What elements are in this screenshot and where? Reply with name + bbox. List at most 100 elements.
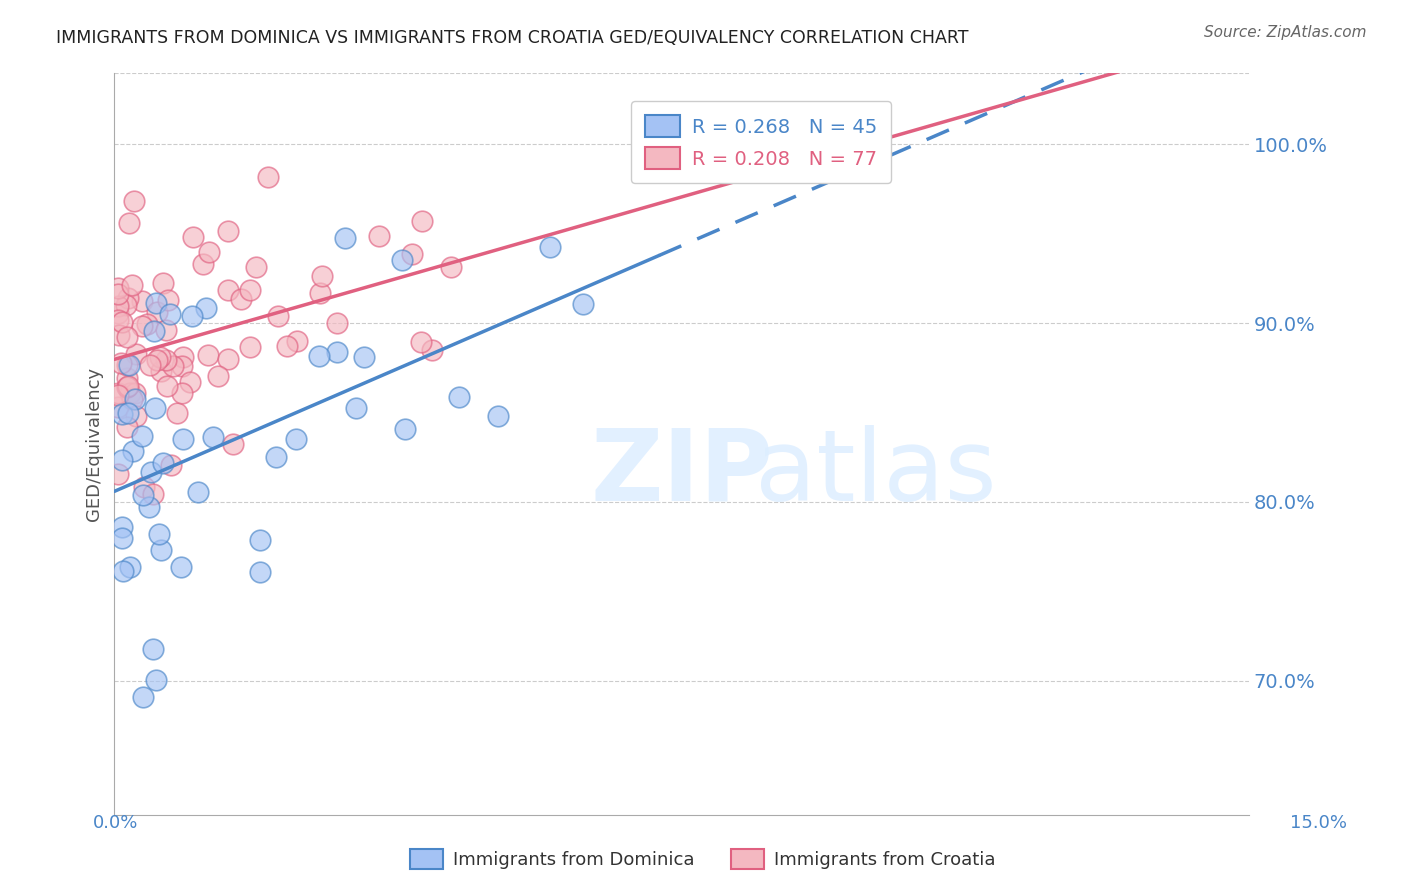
Point	[172, 432, 194, 446]
Point	[162, 359, 184, 373]
Point	[107, 281, 129, 295]
Point	[197, 348, 219, 362]
Point	[344, 401, 367, 416]
Point	[117, 406, 139, 420]
Point	[107, 299, 129, 313]
Point	[142, 324, 165, 338]
Point	[159, 307, 181, 321]
Point	[111, 531, 134, 545]
Text: atlas: atlas	[755, 425, 997, 522]
Point	[149, 364, 172, 378]
Point	[440, 260, 463, 275]
Point	[256, 169, 278, 184]
Point	[135, 317, 157, 331]
Point	[409, 334, 432, 349]
Point	[156, 379, 179, 393]
Point	[367, 229, 389, 244]
Point	[859, 125, 882, 139]
Point	[572, 297, 595, 311]
Point	[117, 379, 139, 393]
Point	[131, 429, 153, 443]
Point	[420, 343, 443, 357]
Point	[172, 359, 194, 373]
Point	[172, 350, 194, 364]
Point	[115, 419, 138, 434]
Point	[121, 392, 143, 406]
Legend: R = 0.268   N = 45, R = 0.208   N = 77: R = 0.268 N = 45, R = 0.208 N = 77	[631, 101, 890, 183]
Point	[122, 194, 145, 209]
Point	[107, 400, 129, 414]
Point	[160, 458, 183, 473]
Point	[217, 224, 239, 238]
Point	[107, 385, 129, 400]
Point	[181, 309, 204, 323]
Point	[122, 443, 145, 458]
Point	[118, 359, 141, 373]
Point	[132, 480, 155, 494]
Point	[111, 453, 134, 467]
Point	[124, 392, 146, 407]
Point	[115, 380, 138, 394]
Point	[207, 368, 229, 383]
Point	[217, 351, 239, 366]
Point	[170, 386, 193, 401]
Point	[121, 277, 143, 292]
Point	[311, 268, 333, 283]
Point	[111, 520, 134, 534]
Point	[249, 565, 271, 579]
Point	[309, 285, 332, 300]
Text: 0.0%: 0.0%	[93, 814, 138, 831]
Point	[245, 260, 267, 275]
Point	[120, 385, 142, 400]
Point	[107, 467, 129, 482]
Point	[146, 304, 169, 318]
Point	[326, 345, 349, 359]
Point	[181, 230, 204, 244]
Point	[138, 500, 160, 515]
Point	[145, 296, 167, 310]
Point	[266, 309, 288, 323]
Point	[217, 283, 239, 297]
Text: 15.0%: 15.0%	[1291, 814, 1347, 831]
Point	[142, 641, 165, 656]
Point	[166, 406, 188, 420]
Point	[353, 350, 375, 364]
Point	[143, 401, 166, 416]
Point	[179, 375, 201, 389]
Point	[326, 316, 349, 330]
Point	[284, 432, 307, 446]
Point	[148, 527, 170, 541]
Point	[229, 293, 252, 307]
Point	[117, 292, 139, 306]
Legend: Immigrants from Dominica, Immigrants from Croatia: Immigrants from Dominica, Immigrants fro…	[401, 839, 1005, 879]
Point	[124, 386, 146, 401]
Point	[145, 673, 167, 687]
Point	[132, 488, 155, 502]
Point	[157, 293, 180, 307]
Point	[285, 334, 308, 349]
Point	[486, 409, 509, 423]
Point	[148, 350, 170, 364]
Point	[198, 244, 221, 259]
Point	[155, 323, 177, 337]
Point	[107, 287, 129, 301]
Point	[124, 347, 146, 361]
Point	[540, 239, 562, 253]
Point	[107, 306, 129, 320]
Point	[115, 371, 138, 385]
Point	[142, 487, 165, 501]
Y-axis label: GED/Equivalency: GED/Equivalency	[86, 367, 103, 521]
Point	[108, 328, 131, 343]
Point	[447, 391, 470, 405]
Point	[118, 216, 141, 230]
Point	[308, 349, 330, 363]
Point	[201, 430, 224, 444]
Point	[249, 533, 271, 547]
Point	[276, 339, 298, 353]
Point	[131, 293, 153, 308]
Point	[239, 283, 262, 297]
Point	[150, 542, 173, 557]
Point	[139, 359, 162, 373]
Point	[112, 565, 135, 579]
Point	[111, 407, 134, 421]
